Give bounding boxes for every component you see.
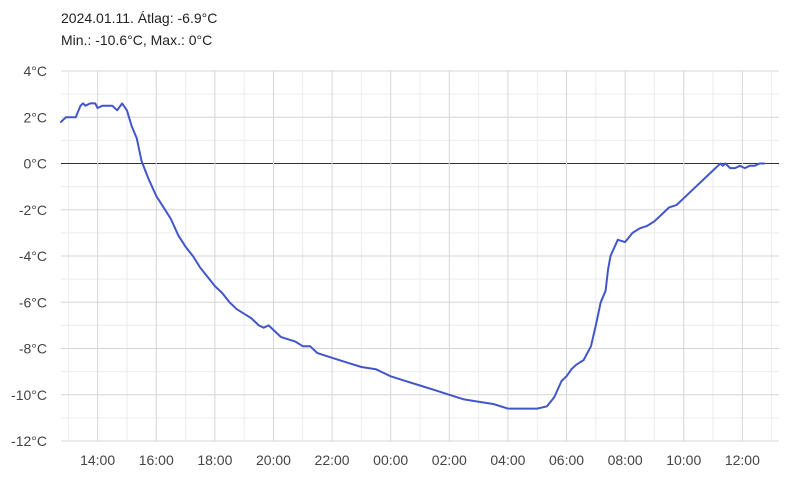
x-tick-label: 14:00 [80,452,115,468]
x-tick-label: 16:00 [139,452,174,468]
y-tick-label: 0°C [24,156,48,172]
x-tick-label: 02:00 [432,452,467,468]
temperature-series-line [60,102,766,410]
y-tick-label: -4°C [19,248,47,264]
x-tick-label: 06:00 [549,452,584,468]
y-tick-label: -12°C [11,433,47,449]
y-tick-label: -10°C [11,387,47,403]
x-tick-label: 22:00 [315,452,350,468]
chart-header-min-max: Min.: -10.6°C, Max.: 0°C [61,32,213,48]
x-tick-label: 10:00 [666,452,701,468]
y-tick-label: -2°C [19,202,47,218]
y-tick-label: -6°C [19,294,47,310]
y-tick-label: 2°C [24,109,48,125]
x-tick-label: 12:00 [725,452,760,468]
chart-header-date-average: 2024.01.11. Átlag: -6.9°C [61,10,218,26]
x-tick-label: 08:00 [608,452,643,468]
x-tick-label: 18:00 [197,452,232,468]
x-tick-label: 20:00 [256,452,291,468]
y-tick-label: 4°C [24,63,48,79]
x-tick-label: 00:00 [373,452,408,468]
x-tick-label: 04:00 [490,452,525,468]
y-tick-label: -8°C [19,341,47,357]
